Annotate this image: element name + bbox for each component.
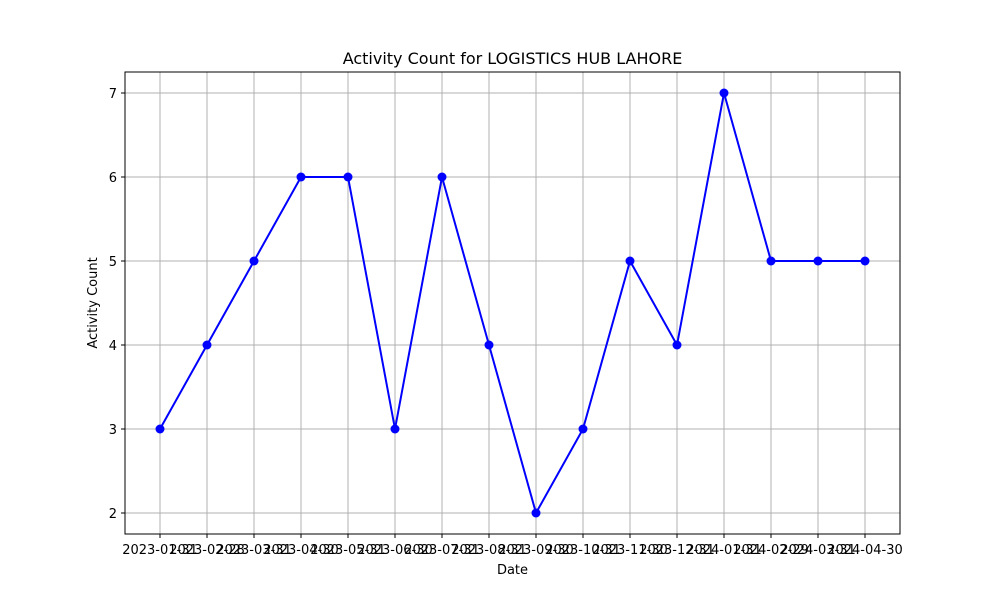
y-tick-label: 7 — [109, 87, 117, 102]
y-tick-label: 6 — [109, 171, 117, 186]
plot-frame — [124, 71, 901, 535]
data-point — [766, 256, 776, 266]
data-point — [296, 172, 306, 182]
x-tick-label: 2023-10-31 — [545, 543, 621, 558]
x-tick-label: 2023-11-30 — [592, 543, 668, 558]
y-tick-label: 5 — [109, 255, 117, 270]
x-tick-label: 2023-05-31 — [310, 543, 386, 558]
x-tick-label: 2024-03-31 — [780, 543, 856, 558]
x-tick-label: 2023-04-30 — [263, 543, 339, 558]
x-tick-label: 2023-03-31 — [216, 543, 292, 558]
x-tick-label: 2024-04-30 — [827, 543, 903, 558]
x-axis-label: Date — [497, 563, 528, 578]
x-tick-label: 2023-01-31 — [122, 543, 198, 558]
x-tick-label: 2024-01-31 — [686, 543, 762, 558]
data-point — [860, 256, 870, 266]
x-tick-label: 2023-06-30 — [357, 543, 433, 558]
x-tick-label: 2023-02-28 — [169, 543, 245, 558]
series-line — [159, 92, 865, 516]
data-point — [249, 256, 259, 266]
x-tick-label: 2023-09-30 — [498, 543, 574, 558]
data-point — [202, 340, 212, 350]
series-layer — [155, 88, 870, 518]
data-point — [625, 256, 635, 266]
data-point — [578, 424, 588, 434]
data-point — [390, 424, 400, 434]
y-axis-label: Activity Count — [86, 257, 101, 348]
y-tick-label: 3 — [109, 423, 117, 438]
data-point — [719, 88, 729, 98]
x-tick-label: 2023-08-31 — [451, 543, 527, 558]
data-point — [813, 256, 823, 266]
x-tick-label: 2024-02-29 — [733, 543, 809, 558]
y-tick-label: 2 — [109, 507, 117, 522]
x-tick-label: 2023-07-31 — [404, 543, 480, 558]
x-axis: 2023-01-312023-02-282023-03-312023-04-30… — [122, 534, 903, 558]
y-axis: 2 3 4 5 6 7 — [109, 87, 125, 522]
data-point — [155, 424, 165, 434]
y-tick-label: 4 — [109, 339, 117, 354]
data-point — [672, 340, 682, 350]
chart-title: Activity Count for LOGISTICS HUB LAHORE — [343, 49, 683, 68]
x-tick-label: 2023-12-31 — [639, 543, 715, 558]
data-point — [531, 508, 541, 518]
data-point — [437, 172, 447, 182]
data-point — [343, 172, 353, 182]
data-point — [484, 340, 494, 350]
